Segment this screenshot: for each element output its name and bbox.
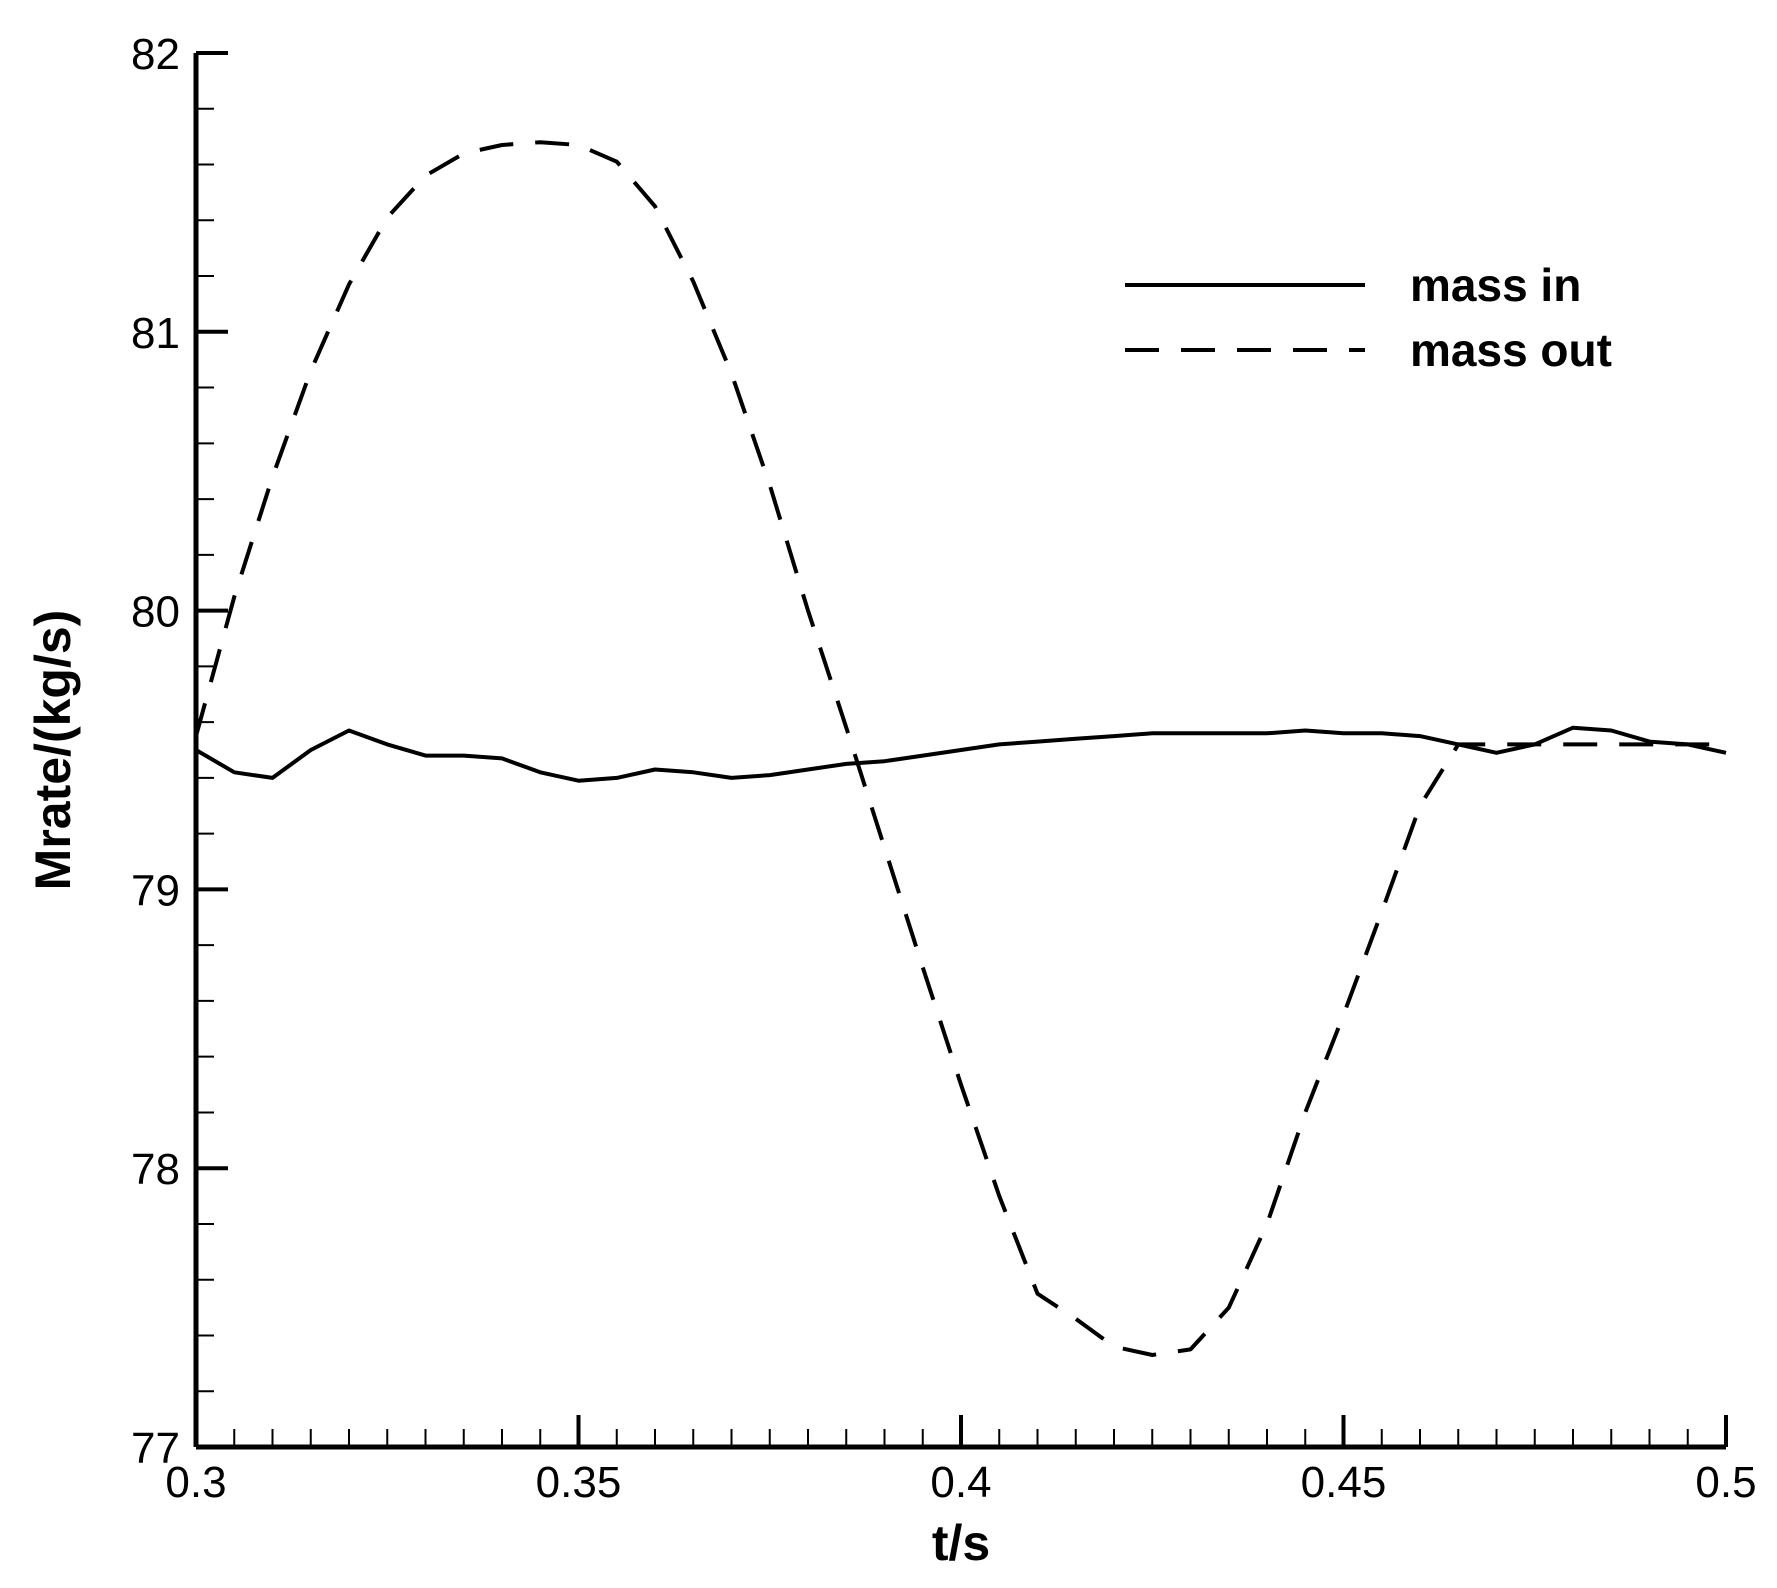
y-tick-label: 78 [131,1145,180,1194]
y-tick-label: 82 [131,30,180,79]
y-tick-label: 81 [131,309,180,358]
series-line-mass-out [194,140,1726,1357]
x-tick-label: 0.4 [930,1458,991,1507]
y-tick-label: 79 [131,866,180,915]
y-axis-title: Mrate/(kg/s) [25,610,81,891]
y-tick-label: 77 [131,1424,180,1473]
x-tick-label: 0.35 [536,1458,622,1507]
y-tick-label: 80 [131,588,180,637]
series-layer [194,140,1727,1357]
x-tick-label: 0.3 [165,1458,226,1507]
series-line-mass-in [194,725,1727,783]
tick-labels: 0.3 0.35 0.4 0.45 0.5 77 78 79 80 81 82 [131,30,1757,1507]
x-tick-label: 0.5 [1695,1458,1756,1507]
x-axis-title: t/s [932,1515,990,1571]
legend-label: mass in [1410,259,1581,311]
axes-layer [193,53,1726,1450]
x-tick-label: 0.45 [1301,1458,1387,1507]
legend-label: mass out [1410,324,1612,376]
legend: mass in mass out [1125,259,1612,376]
